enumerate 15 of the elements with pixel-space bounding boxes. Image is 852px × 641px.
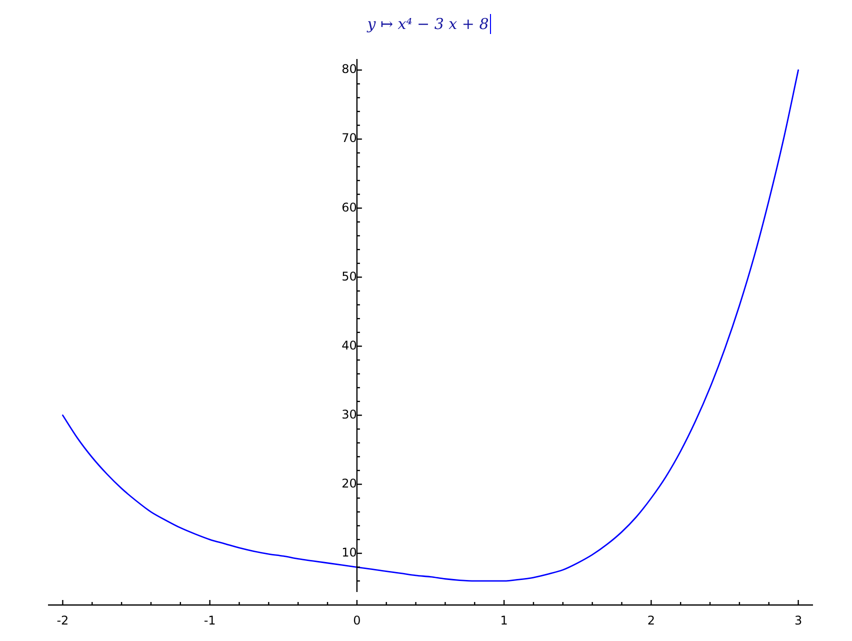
y-tick-label: 70 xyxy=(342,131,357,146)
chart-title: y ↦ x⁴ − 3 x + 8 xyxy=(367,14,489,34)
y-tick-label: 60 xyxy=(342,200,357,214)
y-tick-label: 40 xyxy=(342,338,357,352)
y-tick-label: 30 xyxy=(342,407,357,422)
x-tick-label: 1 xyxy=(500,613,508,628)
x-tick-label: 2 xyxy=(647,613,655,628)
x-tick-label: -2 xyxy=(56,613,69,628)
y-tick-label: 80 xyxy=(342,62,357,76)
y-tick-label: 50 xyxy=(342,269,357,284)
y-tick-label: 20 xyxy=(342,476,357,490)
x-tick-label: 3 xyxy=(794,613,802,628)
x-tick-label: 0 xyxy=(353,613,361,628)
y-tick-label: 10 xyxy=(342,545,357,560)
x-tick-label: -1 xyxy=(204,613,216,628)
